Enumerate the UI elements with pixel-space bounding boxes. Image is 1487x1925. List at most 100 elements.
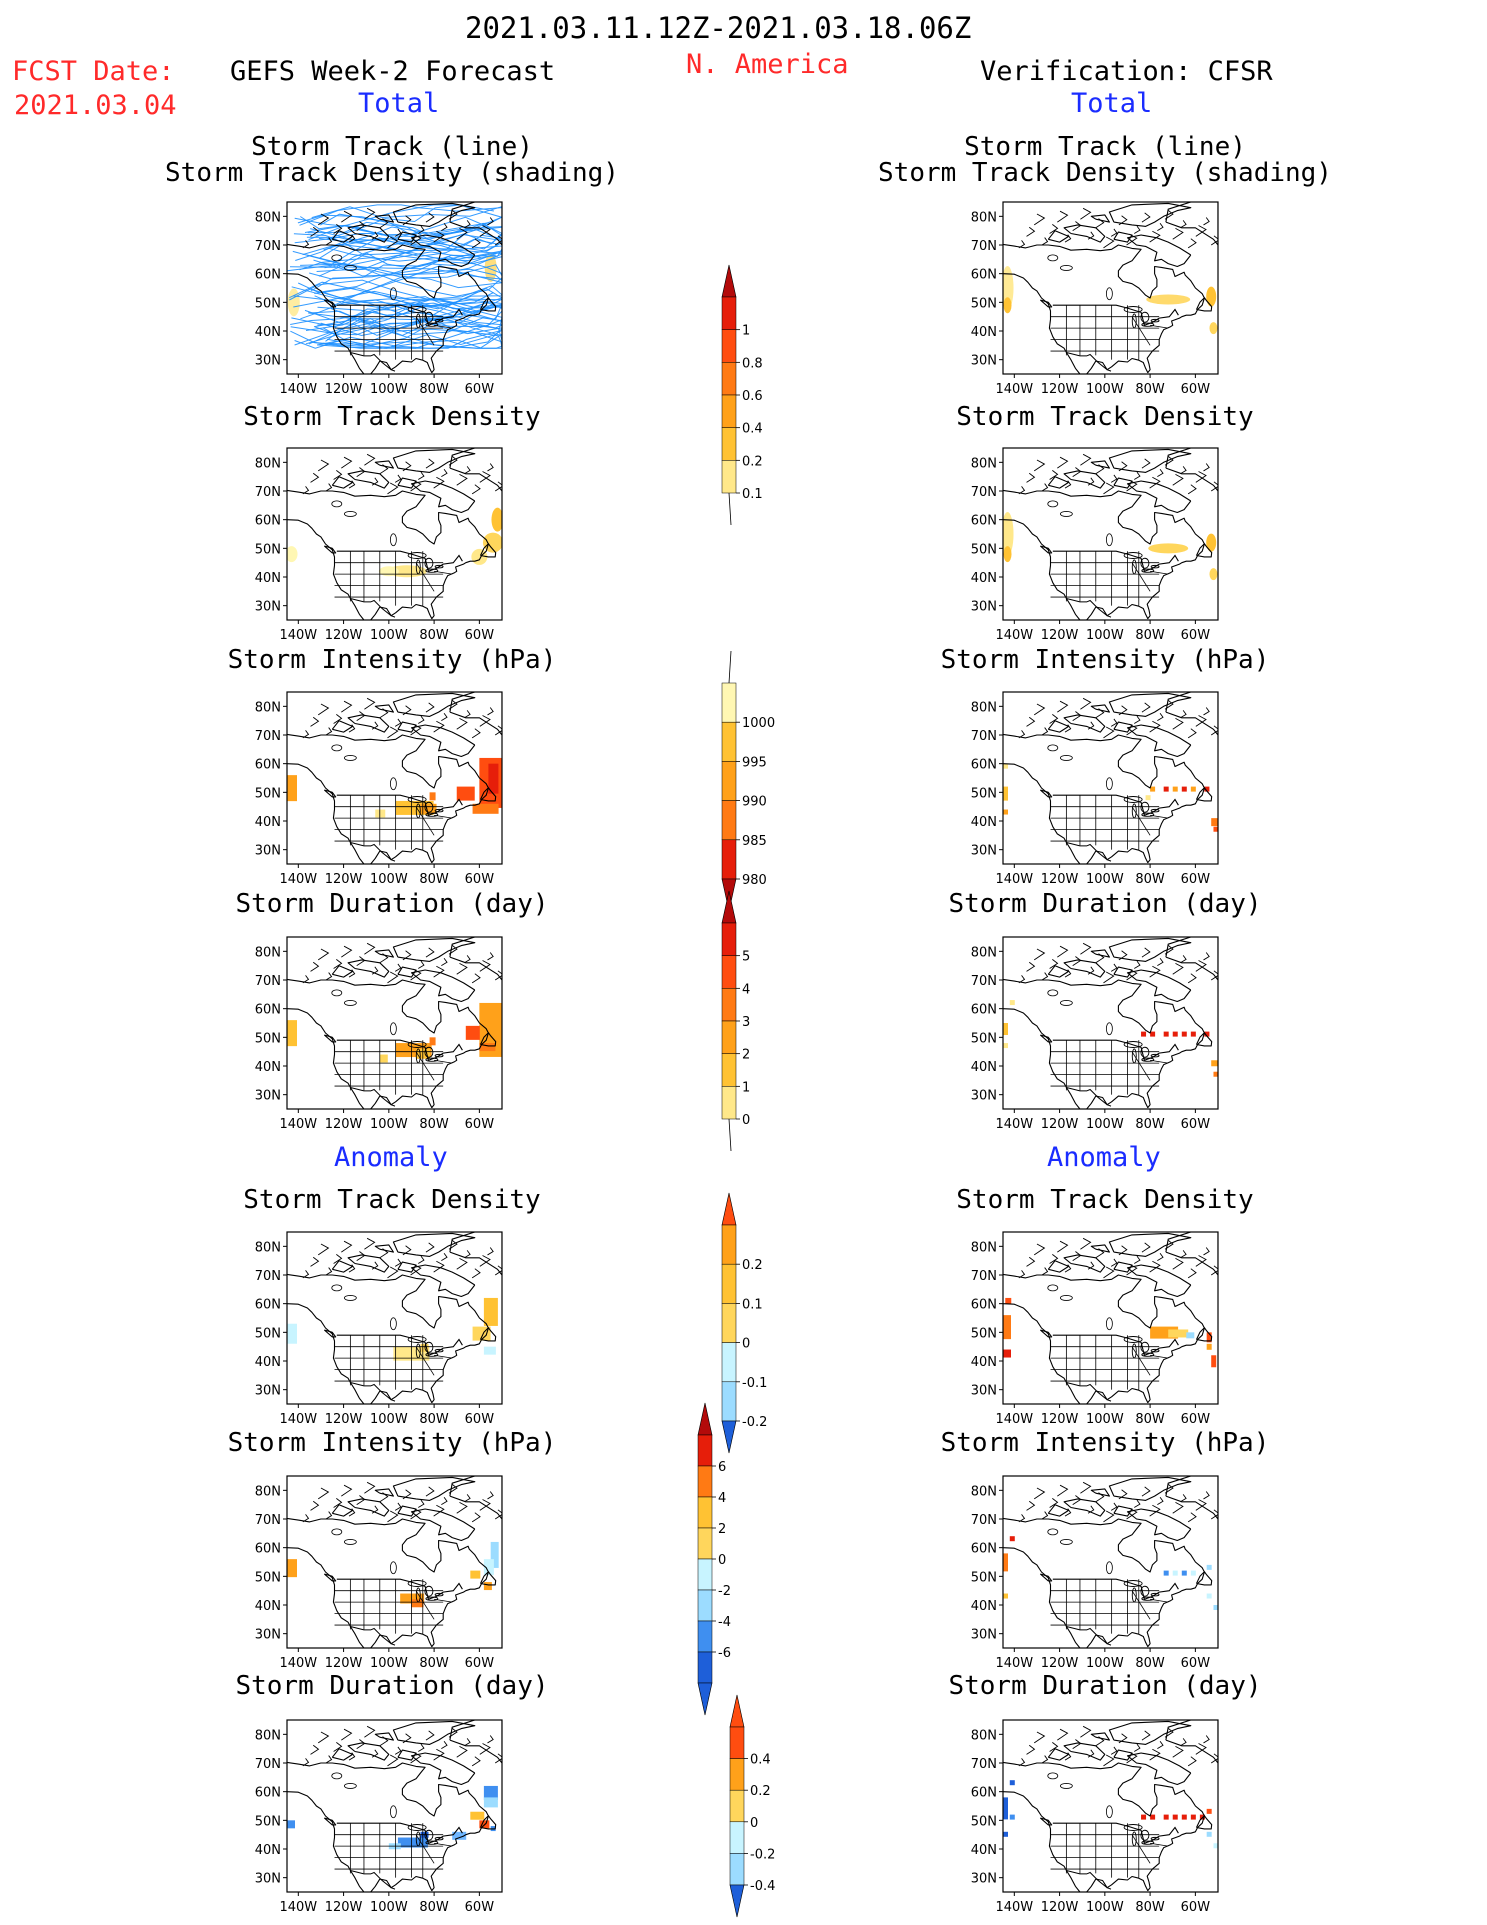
lon-tick-label: 140W [279,1656,317,1671]
lat-tick-label: 40N [971,1599,997,1614]
title-intensity-right: Storm Intensity (hPa) [940,645,1270,675]
colorbar-tick-label: 990 [742,795,767,810]
lat-tick-label: 60N [255,1003,281,1018]
lon-tick-label: 140W [279,628,317,643]
lat-tick-label: 80N [971,700,997,715]
region-label: N. America [686,49,849,80]
lon-tick-label: 80W [1135,1117,1165,1132]
lon-tick-label: 140W [279,1412,317,1427]
lat-tick-label: 80N [971,210,997,225]
lon-tick-label: 60W [465,1900,495,1915]
lat-tick-label: 50N [255,1326,281,1341]
lon-tick-label: 80W [1135,1412,1165,1427]
colorbar-tick-label: 5 [742,950,750,965]
intensity-map-verification: 80N 70N 60N 50N 40N 30N 140W 120W 100W 80W 60W [971,691,1219,887]
lat-tick-label: 70N [255,1269,281,1284]
lat-tick-label: 50N [255,296,281,311]
colorbar-tick-label: 1 [742,1080,750,1095]
colorbar-tick-label: 0 [718,1553,726,1568]
lat-tick-label: 50N [971,1031,997,1046]
lat-tick-label: 40N [971,1843,997,1858]
lon-tick-label: 100W [370,628,408,643]
lon-tick-label: 100W [1086,1656,1124,1671]
lon-tick-label: 100W [370,1656,408,1671]
lat-tick-label: 30N [255,1872,281,1887]
lat-tick-label: 30N [255,354,281,369]
lat-tick-label: 60N [255,1786,281,1801]
lat-tick-label: 70N [971,485,997,500]
colorbar-tick-label: -6 [718,1646,731,1661]
colorbar-tick-label: 0.1 [742,487,763,502]
lon-tick-label: 60W [1181,1412,1211,1427]
lat-tick-label: 50N [971,542,997,557]
lat-tick-label: 30N [971,354,997,369]
lat-tick-label: 40N [255,1060,281,1075]
lon-tick-label: 140W [995,382,1033,397]
colorbar-tick-label: 0.4 [750,1753,771,1768]
verification-title: Verification: CFSR [980,56,1273,87]
lon-tick-label: 100W [370,382,408,397]
lat-tick-label: 80N [255,1728,281,1743]
title-track-shading-right: Storm Track Density (shading) [878,158,1332,188]
lon-tick-label: 60W [465,382,495,397]
lon-tick-label: 140W [995,1656,1033,1671]
lon-tick-label: 100W [370,1117,408,1132]
lat-tick-label: 80N [255,700,281,715]
lon-tick-label: 140W [279,382,317,397]
colorbar-tick-label: 0.2 [750,1784,771,1799]
lon-tick-label: 80W [419,1656,449,1671]
title-anom-duration-right: Storm Duration (day) [948,1671,1262,1701]
title-track-line-left: Storm Track (line) [251,132,533,162]
lat-tick-label: 50N [971,1326,997,1341]
colorbar-tick-label: 0.6 [742,389,763,404]
lon-tick-label: 80W [1135,1656,1165,1671]
lat-tick-label: 30N [255,600,281,615]
colorbar-tick-label: 980 [742,873,767,888]
lon-tick-label: 140W [995,628,1033,643]
colorbar-tick-label: 6 [718,1460,726,1475]
lat-tick-label: 70N [255,1513,281,1528]
lat-tick-label: 60N [255,758,281,773]
fcst-date-label: FCST Date: [12,56,175,87]
lon-tick-label: 120W [1041,1900,1079,1915]
lon-tick-label: 100W [1086,382,1124,397]
lat-tick-label: 70N [255,1757,281,1772]
title-anom-density-left: Storm Track Density [243,1185,541,1215]
lat-tick-label: 40N [971,1060,997,1075]
title-anom-density-right: Storm Track Density [956,1185,1254,1215]
lat-tick-label: 60N [971,1003,997,1018]
lon-tick-label: 60W [465,872,495,887]
title-track-shading-left: Storm Track Density (shading) [165,158,619,188]
lat-tick-label: 40N [971,325,997,340]
lon-tick-label: 60W [1181,1656,1211,1671]
lon-tick-label: 80W [1135,382,1165,397]
lon-tick-label: 100W [1086,1412,1124,1427]
lat-tick-label: 70N [971,1269,997,1284]
lon-tick-label: 140W [279,872,317,887]
title-anom-intensity-right: Storm Intensity (hPa) [940,1428,1270,1458]
lon-tick-label: 80W [1135,872,1165,887]
lat-tick-label: 50N [255,1570,281,1585]
anom-intensity-map-verification: 80N 70N 60N 50N 40N 30N 140W 120W 100W 80W 60W [971,1475,1219,1671]
lat-tick-label: 60N [971,1298,997,1313]
lon-tick-label: 100W [1086,628,1124,643]
lat-tick-label: 80N [255,456,281,471]
colorbar-tick-label: 2 [742,1048,750,1063]
lon-tick-label: 120W [325,382,363,397]
lon-tick-label: 100W [370,1412,408,1427]
lon-tick-label: 80W [419,382,449,397]
lat-tick-label: 60N [255,514,281,529]
lon-tick-label: 60W [465,1412,495,1427]
lat-tick-label: 40N [971,815,997,830]
lat-tick-label: 70N [971,974,997,989]
lon-tick-label: 60W [1181,628,1211,643]
lat-tick-label: 50N [971,786,997,801]
lon-tick-label: 100W [1086,872,1124,887]
total-label-left: Total [358,88,440,119]
title-track-line-right: Storm Track (line) [964,132,1246,162]
colorbar-tick-label: -0.2 [750,1847,775,1862]
colorbar-tick-label: 2 [718,1522,726,1537]
lon-tick-label: 120W [1041,1117,1079,1132]
colorbar-tick-label: -0.1 [742,1376,767,1391]
track-map-forecast: 80N 70N 60N 50N 40N 30N 140W 120W 100W 80W 60W [255,201,503,397]
